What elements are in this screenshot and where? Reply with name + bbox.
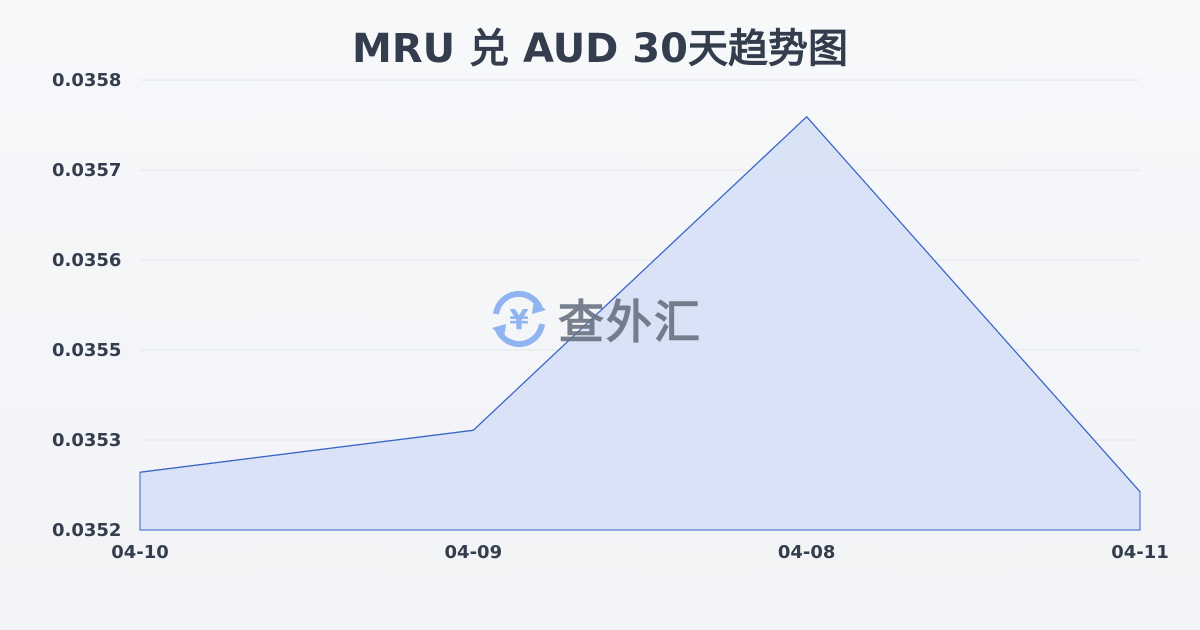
y-tick-label: 0.0358 [52, 70, 121, 91]
x-tick-label: 04-10 [111, 542, 169, 563]
y-tick-label: 0.0353 [52, 430, 121, 451]
svg-text:¥: ¥ [509, 303, 529, 336]
y-tick-label: 0.0355 [52, 340, 121, 361]
y-tick-label: 0.0357 [52, 160, 121, 181]
y-tick-label: 0.0356 [52, 250, 121, 271]
chart-title: MRU 兑 AUD 30天趋势图 [352, 26, 848, 72]
series-line [139, 115, 1141, 493]
x-tick-label: 04-08 [778, 542, 836, 563]
watermark: ¥ 查外汇 [488, 286, 702, 352]
x-tick-label: 04-11 [1111, 542, 1169, 563]
x-tick-label: 04-09 [445, 542, 503, 563]
yen-exchange-icon: ¥ [492, 290, 546, 348]
y-tick-label: 0.0352 [52, 520, 121, 541]
watermark-text: 查外汇 [558, 295, 702, 349]
